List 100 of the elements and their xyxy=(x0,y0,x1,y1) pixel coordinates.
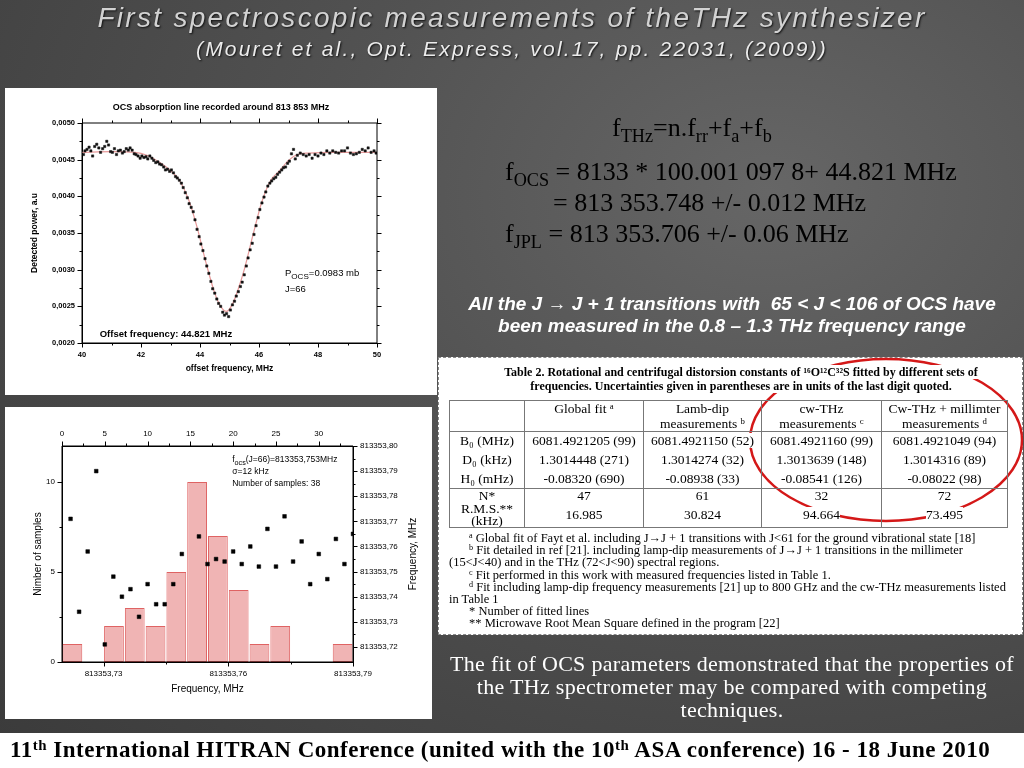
text: 47 xyxy=(577,488,591,503)
y2-tick-label: 813353,72 xyxy=(360,642,399,652)
annotation: J=66 xyxy=(284,282,306,294)
point xyxy=(325,577,330,582)
text: 1.3013639 (148) xyxy=(776,452,867,467)
point xyxy=(119,594,124,599)
point xyxy=(145,582,150,587)
text: First spectroscopic measurements of theTHz synthesizer xyxy=(97,2,927,33)
y2-tick-label: 813353,75 xyxy=(360,566,399,576)
text: ** Microwave Root Mean Square defined in the program [22] xyxy=(469,616,780,631)
text: 32 xyxy=(814,488,829,503)
point xyxy=(248,544,253,549)
text: 61 xyxy=(695,488,710,503)
y2-tick-label: 813353,76 xyxy=(360,541,399,551)
text: 30.824 xyxy=(683,507,722,522)
y-tick-label: 5 xyxy=(50,567,56,577)
category-label: R.M.S.** (kHz) xyxy=(460,502,514,528)
x2-tick-label: 813353,79 xyxy=(334,669,373,678)
category-label: N* xyxy=(478,488,496,503)
text: 73.495 xyxy=(925,507,964,522)
x-tick-label: 20 xyxy=(228,429,239,439)
y-axis-title: Nimber of samples xyxy=(31,512,43,596)
x2-axis-title: Frequency, MHz xyxy=(171,682,244,694)
x-tick-label: 10 xyxy=(143,429,153,439)
point xyxy=(299,539,304,544)
point xyxy=(102,642,107,647)
point xyxy=(316,551,321,557)
point xyxy=(136,614,142,619)
text: 94.664 xyxy=(802,507,841,522)
text: $^{b}$ Fit detailed in ref [21]. including lamp-dip measurements of J→J + 1 transitions in the millimeter (15<J<40) and in the THz (72<J<90) spectral regions. xyxy=(449,543,963,570)
y2-tick-label: 813353,73 xyxy=(360,617,399,627)
point xyxy=(94,469,99,474)
point xyxy=(77,609,82,614)
text: -0.08938 (33) xyxy=(665,470,740,486)
point xyxy=(196,534,202,539)
text: 6081.4921160 (99) xyxy=(770,433,873,449)
point xyxy=(265,526,270,531)
text: All the J → J + 1 transitions with 65 < J < 106 of OCS have been measured in the 0.8 – 1.3 THz frequency range xyxy=(468,293,997,336)
text: 1.3014448 (271) xyxy=(539,452,629,467)
category-label: H₀ (mHz) xyxy=(460,470,514,486)
x2-tick-label: 813353,73 xyxy=(84,669,124,678)
point xyxy=(128,587,133,592)
point xyxy=(333,536,338,542)
point xyxy=(291,559,296,564)
text: 1.3014274 (32) xyxy=(660,452,745,467)
point xyxy=(282,514,287,519)
annotation: Number of samples: 38 xyxy=(232,478,321,489)
point xyxy=(239,561,244,567)
x-tick-label: 25 xyxy=(271,429,281,439)
point xyxy=(111,574,116,579)
text: 6081.4921150 (52) xyxy=(651,433,754,449)
point xyxy=(342,561,347,567)
text: The fit of OCS parameters demonstrated that the properties of the THz spectrometer may be compared with competing techniques. xyxy=(450,651,1014,722)
y2-axis-title: Frequency, MHz xyxy=(406,517,418,591)
text: 1.3014316 (89) xyxy=(902,452,987,467)
category-label: Lamb-dip measurements $^{b}$ xyxy=(660,401,745,431)
text: 16.985 xyxy=(565,507,603,522)
y-tick-label: 0 xyxy=(50,657,56,667)
point xyxy=(85,549,90,554)
category-label: Cw-THz + millimter measurements $^{d}$ xyxy=(888,401,1001,431)
point xyxy=(213,556,219,562)
point xyxy=(179,551,184,557)
y2-tick-label: 813353,78 xyxy=(360,491,399,501)
x-axis-title: offset frequency, MHz xyxy=(185,363,274,374)
category-label: D₀ (kHz) xyxy=(462,452,512,467)
chart-title: OCS absorption line recorded around 813 853 MHz xyxy=(112,102,330,113)
annotation: Offset frequency: 44.821 MHz xyxy=(99,327,233,339)
point xyxy=(162,602,167,607)
text: f$_{JPL}$ = 813 353.706 +/- 0.06 MHz xyxy=(505,219,849,253)
category-label: B₀ (MHz) xyxy=(460,433,514,449)
category-label: cw-THz measurements $^{c}$ xyxy=(779,401,864,431)
y-tick-label: 10 xyxy=(46,477,56,487)
y2-tick-label: 813353,74 xyxy=(360,591,399,601)
text: 11$^{th}$ International HITRAN Conference (united with the 10$^{th}$ ASA conference) 16 - 18 June 2010 xyxy=(10,737,991,762)
point xyxy=(256,564,261,569)
text: * Number of fitted lines xyxy=(469,604,590,619)
text: f$_{OCS}$ = 8133 * 100.001 097 8+ 44.821 MHz xyxy=(505,157,957,191)
point xyxy=(231,549,236,554)
text: -0.08541 (126) xyxy=(781,470,862,486)
point xyxy=(273,564,279,569)
x-tick-label: 30 xyxy=(314,429,324,439)
text: -0.08320 (690) xyxy=(543,470,625,486)
text: (Mouret et al., Opt. Express, vol.17, pp. 22031, (2009)) xyxy=(195,37,829,60)
text: $^{a}$ Global fit of Fayt et al. including J→J + 1 transitions with J<61 for the ground vibrational state [18] xyxy=(469,531,976,545)
x2-tick-label: 813353,76 xyxy=(209,669,248,678)
text: Table 2. Rotational and centrifugal distorsion constants of ¹⁶O¹²C³²S fitted by different sets of frequencies. Uncertainties given in parentheses are in units of the last digit quoted. xyxy=(504,365,978,393)
y2-tick-label: 813353,77 xyxy=(360,516,399,526)
text: 72 xyxy=(937,488,952,503)
y-axis-title: Detected power, a.u xyxy=(29,193,40,273)
text: -0.08022 (98) xyxy=(907,470,982,486)
y2-tick-label: 813353,79 xyxy=(360,466,399,476)
y2-tick-label: 813353,80 xyxy=(360,441,399,451)
text: f$_{THz}$=n.f$_{rr}$+f$_{a}$+f$_{b}$ xyxy=(612,113,772,147)
x-tick-label: 5 xyxy=(102,429,108,439)
point xyxy=(308,582,313,587)
text: = 813 353.748 +/- 0.012 MHz xyxy=(553,188,867,217)
point xyxy=(205,561,210,567)
text: 6081.4921205 (99) xyxy=(532,433,636,449)
point xyxy=(68,516,73,521)
point xyxy=(171,582,176,587)
